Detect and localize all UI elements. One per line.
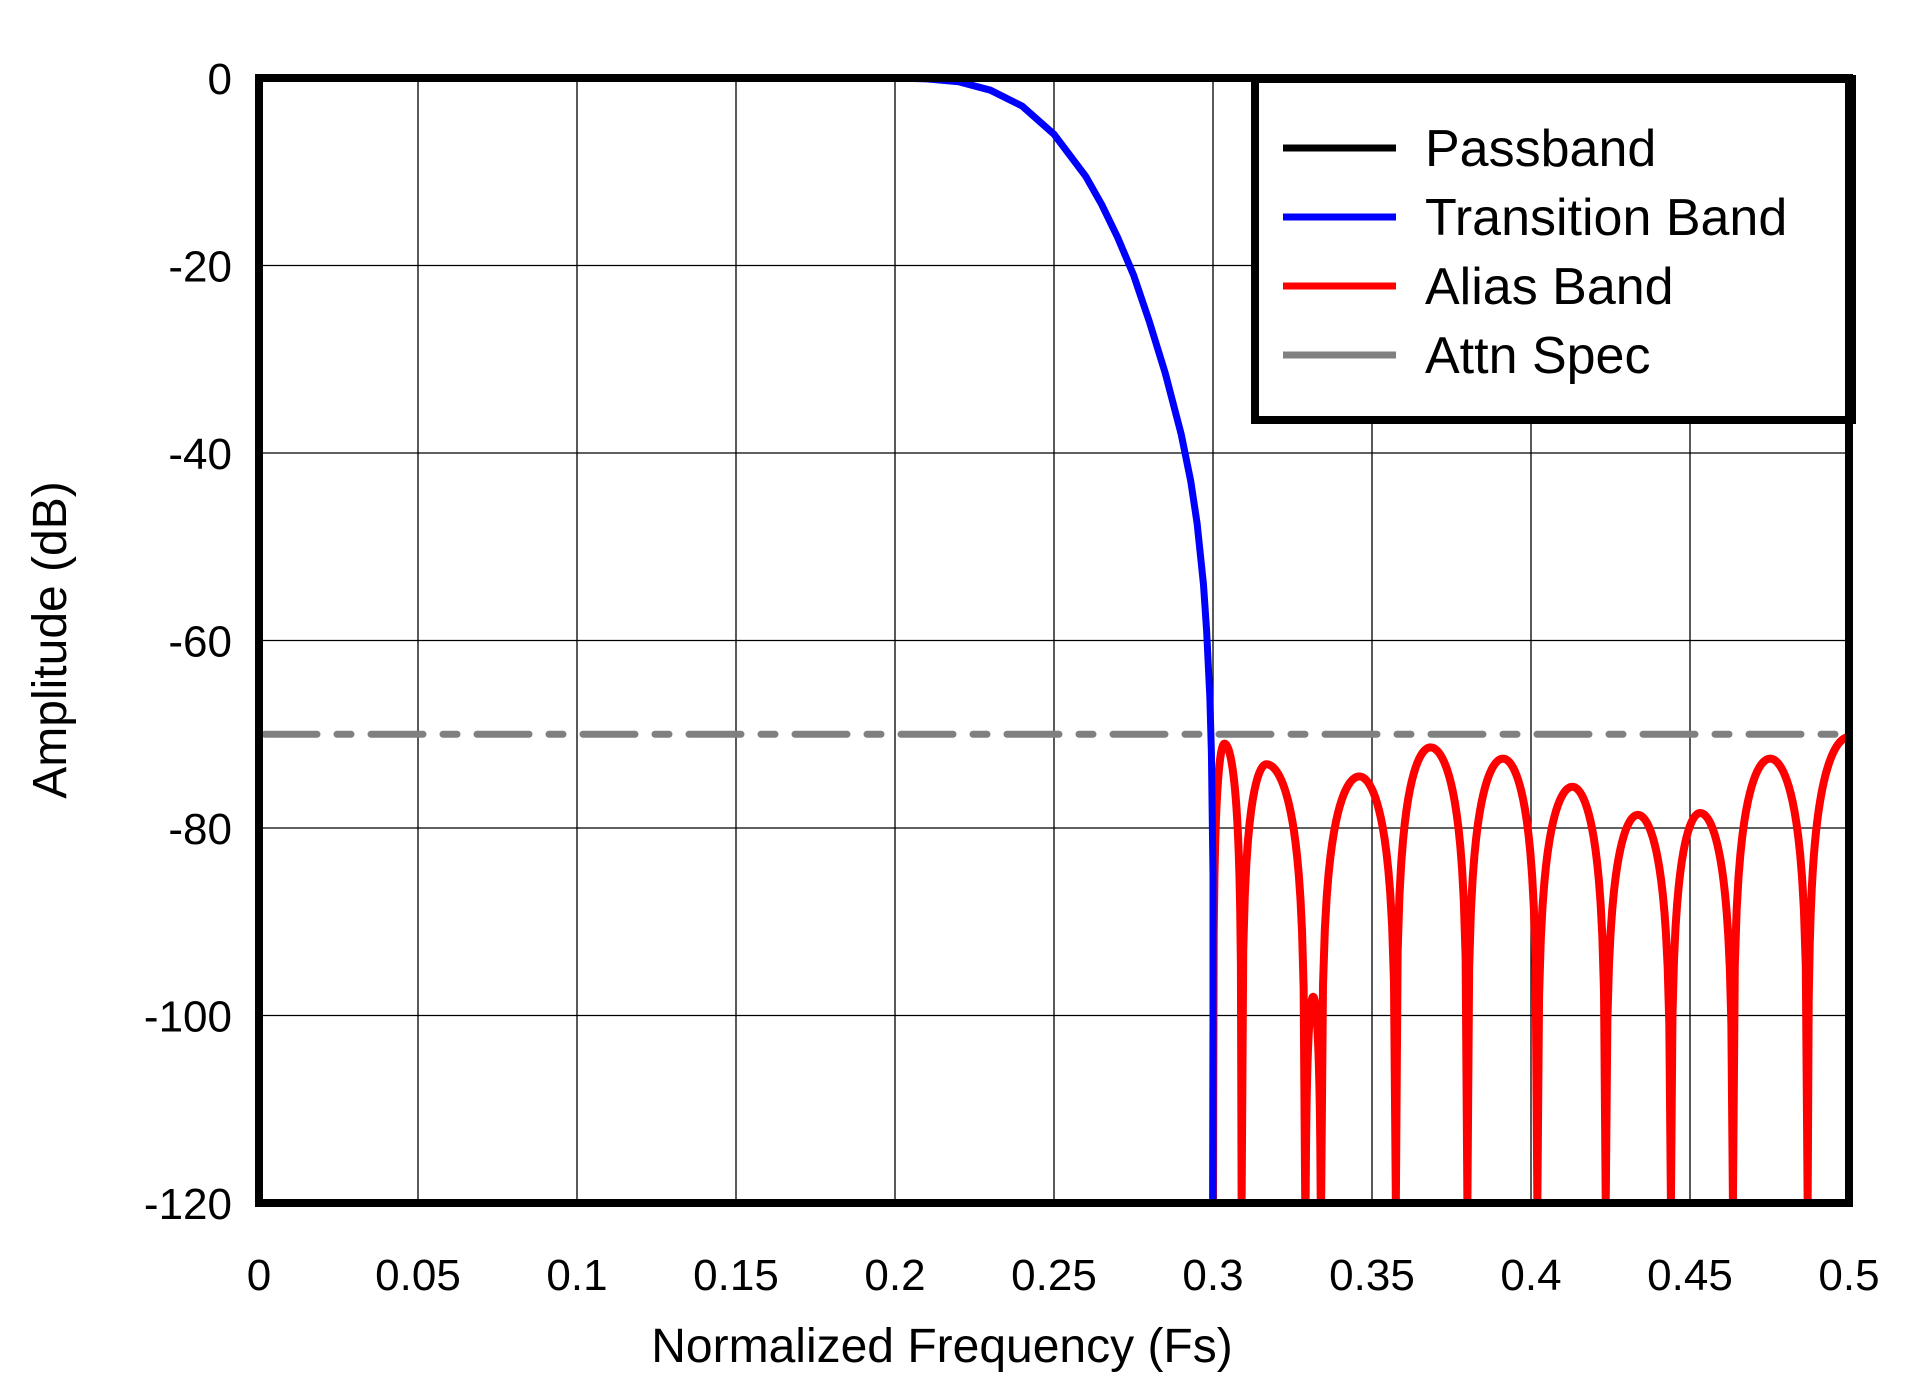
y-tick-label: -20 bbox=[168, 243, 232, 292]
legend-label: Attn Spec bbox=[1425, 327, 1650, 385]
x-tick-label: 0.5 bbox=[1818, 1251, 1879, 1300]
legend: Passband Transition Band Alias Band Attn Sp… bbox=[1251, 75, 1856, 424]
y-tick-label: 0 bbox=[208, 55, 232, 104]
alias-band-line bbox=[1209, 733, 1852, 1207]
x-tick-label: 0.3 bbox=[1182, 1251, 1243, 1300]
y-tick-label: -60 bbox=[168, 618, 232, 667]
x-tick-label: 0.45 bbox=[1647, 1251, 1733, 1300]
y-axis-tick-labels: 0 -20 -40 -60 -80 -100 -120 bbox=[144, 55, 232, 1229]
x-tick-label: 0.25 bbox=[1011, 1251, 1097, 1300]
x-tick-label: 0.05 bbox=[375, 1251, 461, 1300]
transition-band-line bbox=[894, 74, 1217, 1203]
legend-label: Transition Band bbox=[1425, 189, 1787, 247]
plot-frame bbox=[255, 74, 1853, 1207]
legend-label: Alias Band bbox=[1425, 258, 1674, 316]
legend-label: Passband bbox=[1425, 120, 1656, 178]
plot-series bbox=[261, 74, 1852, 1207]
x-tick-label: 0 bbox=[247, 1251, 271, 1300]
y-tick-label: -120 bbox=[144, 1180, 232, 1229]
x-tick-label: 0.35 bbox=[1329, 1251, 1415, 1300]
x-tick-label: 0.15 bbox=[693, 1251, 779, 1300]
x-axis-tick-labels: 0 0.05 0.1 0.15 0.2 0.25 0.3 0.35 0.4 0.45 0.5 bbox=[247, 1251, 1880, 1300]
x-tick-label: 0.2 bbox=[864, 1251, 925, 1300]
x-tick-label: 0.4 bbox=[1500, 1251, 1561, 1300]
y-tick-label: -80 bbox=[168, 805, 232, 854]
x-axis-title: Normalized Frequency (Fs) bbox=[651, 1320, 1232, 1373]
y-tick-label: -100 bbox=[144, 993, 232, 1042]
y-tick-label: -40 bbox=[168, 430, 232, 479]
y-axis-title: Amplitude (dB) bbox=[24, 481, 77, 798]
x-tick-label: 0.1 bbox=[546, 1251, 607, 1300]
